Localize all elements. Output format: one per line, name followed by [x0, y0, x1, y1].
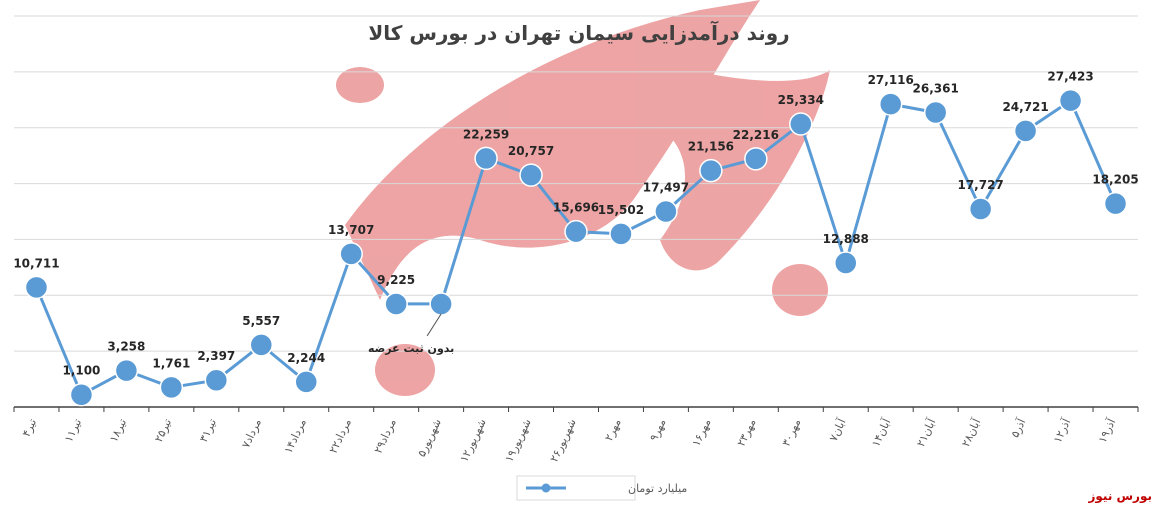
data-label: 18,205 [1092, 173, 1138, 187]
x-tick-label: ۵شهریور [415, 417, 444, 459]
legend: میلیارد تومان [516, 475, 687, 501]
x-tick-label: ۲۱آبان [913, 416, 939, 449]
x-tick-label: ۲۹مرداد [372, 417, 399, 456]
x-tick-label: ۱۸تیر [107, 417, 129, 445]
data-label: 12,888 [823, 232, 869, 246]
x-axis-ticks [13, 407, 1139, 412]
data-label: 1,761 [152, 356, 190, 370]
x-tick-label: ۷آبان [826, 416, 849, 444]
data-point [878, 92, 903, 116]
data-point [384, 292, 408, 316]
x-tick-label: ۳۱تیر [197, 417, 219, 445]
x-tick-label: ۲۲مرداد [327, 417, 354, 456]
data-label: 15,502 [598, 203, 644, 217]
annotation-leader [426, 313, 442, 337]
legend-marker [541, 483, 551, 493]
data-label: 1,100 [62, 364, 100, 378]
x-tick-label: ۷مرداد [239, 417, 264, 450]
watermark-logo [336, 0, 830, 396]
data-label: 22,216 [733, 128, 779, 142]
data-point [429, 292, 453, 316]
data-point [69, 382, 94, 407]
data-point [609, 222, 633, 246]
data-label: 27,116 [868, 73, 914, 87]
data-label: 9,225 [377, 273, 415, 287]
x-tick-label: ۴تیر [20, 417, 40, 439]
data-point [564, 219, 588, 244]
data-points [24, 88, 1128, 407]
data-point [294, 370, 318, 394]
x-tick-label: ۹مهر [647, 417, 669, 443]
data-label: 10,711 [13, 256, 59, 270]
data-label: 5,557 [242, 314, 280, 328]
data-point [339, 242, 363, 266]
data-labels: 10,711 1,100 3,258 1,761 2,397 5,557 2,244 13,7… [13, 70, 1138, 378]
data-label: 27,423 [1047, 70, 1093, 84]
data-label: 24,721 [1002, 100, 1048, 114]
x-tick-label: ۲۳مهر [735, 417, 759, 449]
data-label: 26,361 [913, 82, 959, 96]
data-point [968, 197, 993, 221]
x-axis-labels: ۴تیر ۱۱تیر ۱۸تیر ۲۵تیر ۳۱تیر ۷مرداد ۱۴مرداد ۲۲م… [20, 416, 1119, 465]
data-point [24, 275, 49, 300]
data-label: 3,258 [107, 340, 145, 354]
annotation: بدون ثبت عرضه [368, 313, 454, 355]
x-tick-label: ۱۲آذر [1050, 416, 1074, 446]
data-point [474, 146, 498, 171]
data-point [1058, 88, 1083, 113]
legend-label: میلیارد تومان [628, 482, 687, 495]
data-label: 21,156 [688, 140, 734, 154]
data-label: 17,727 [957, 178, 1003, 192]
chart-title: روند درآمدزایی سیمان تهران در بورس کالا [368, 20, 789, 45]
data-point [789, 112, 813, 136]
x-tick-label: ۲۵تیر [152, 417, 174, 445]
data-point [744, 147, 768, 171]
data-point [699, 158, 723, 183]
data-label: 2,244 [287, 351, 325, 365]
data-label: 22,259 [463, 127, 509, 141]
data-point [923, 100, 948, 125]
data-label: 15,696 [553, 201, 599, 215]
x-tick-label: ۱۹آذر [1095, 416, 1119, 446]
x-tick-label: ۱۲شهریور [457, 417, 488, 464]
x-tick-label: ۱۴مرداد [282, 417, 309, 456]
x-tick-label: ۱۹شهریور [502, 417, 533, 464]
x-tick-label: ۲۸آبان [958, 416, 984, 449]
x-tick-label: ۱۱تیر [62, 417, 84, 445]
data-point [249, 333, 274, 357]
data-label: 25,334 [778, 93, 824, 107]
data-point [159, 375, 184, 400]
data-point [654, 199, 678, 224]
brand-label: بورس نیوز [1088, 489, 1152, 503]
x-tick-label: ۳۰مهر [780, 417, 804, 449]
x-tick-label: ۲۶شهریور [547, 417, 578, 464]
data-point [519, 163, 543, 187]
x-tick-label: ۲مهر [602, 417, 624, 443]
data-label: 17,497 [643, 181, 689, 195]
x-tick-label: ۱۶مهر [690, 417, 714, 449]
data-point [1013, 119, 1038, 143]
data-label: 13,707 [328, 223, 374, 237]
data-point [204, 368, 229, 392]
data-label: 20,757 [508, 144, 554, 158]
annotation-text: بدون ثبت عرضه [368, 342, 454, 355]
x-tick-label: ۵آذر [1008, 416, 1029, 440]
data-point [1103, 191, 1128, 216]
x-tick-label: ۱۴آبان [868, 416, 894, 449]
data-point [114, 358, 139, 383]
data-point [834, 251, 858, 275]
data-label: 2,397 [197, 349, 235, 363]
